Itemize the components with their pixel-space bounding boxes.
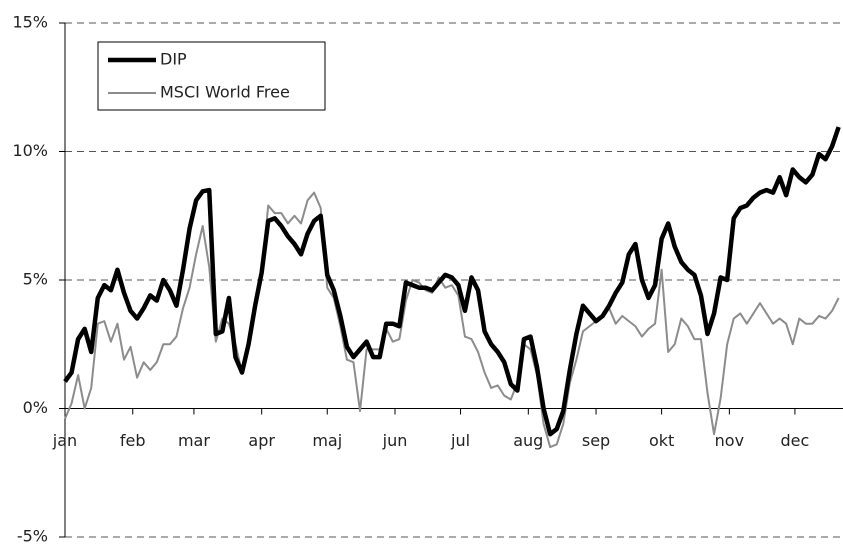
x-tick-label: jun [382,431,408,450]
y-tick-label: 5% [23,270,48,289]
legend-label: MSCI World Free [160,83,290,102]
y-tick-label: 10% [12,141,48,160]
y-tick-label: -5% [17,527,48,545]
x-tick-label: feb [120,431,146,450]
x-tick-label: sep [582,431,610,450]
x-tick-label: nov [715,431,744,450]
x-tick-label: maj [312,431,342,450]
legend-box [97,41,326,111]
x-tick-label: jul [450,431,470,450]
x-tick-label: dec [781,431,810,450]
legend-label: DIP [160,50,187,69]
x-tick-label: okt [649,431,674,450]
y-tick-label: 0% [23,398,48,417]
series-line [63,126,841,437]
y-tick-label: 15% [12,13,48,32]
series-line [64,191,840,449]
x-tick-label: aug [513,431,543,450]
x-tick-label: apr [248,431,275,450]
x-tick-label: mar [178,431,210,450]
x-tick-label: jan [52,431,77,450]
